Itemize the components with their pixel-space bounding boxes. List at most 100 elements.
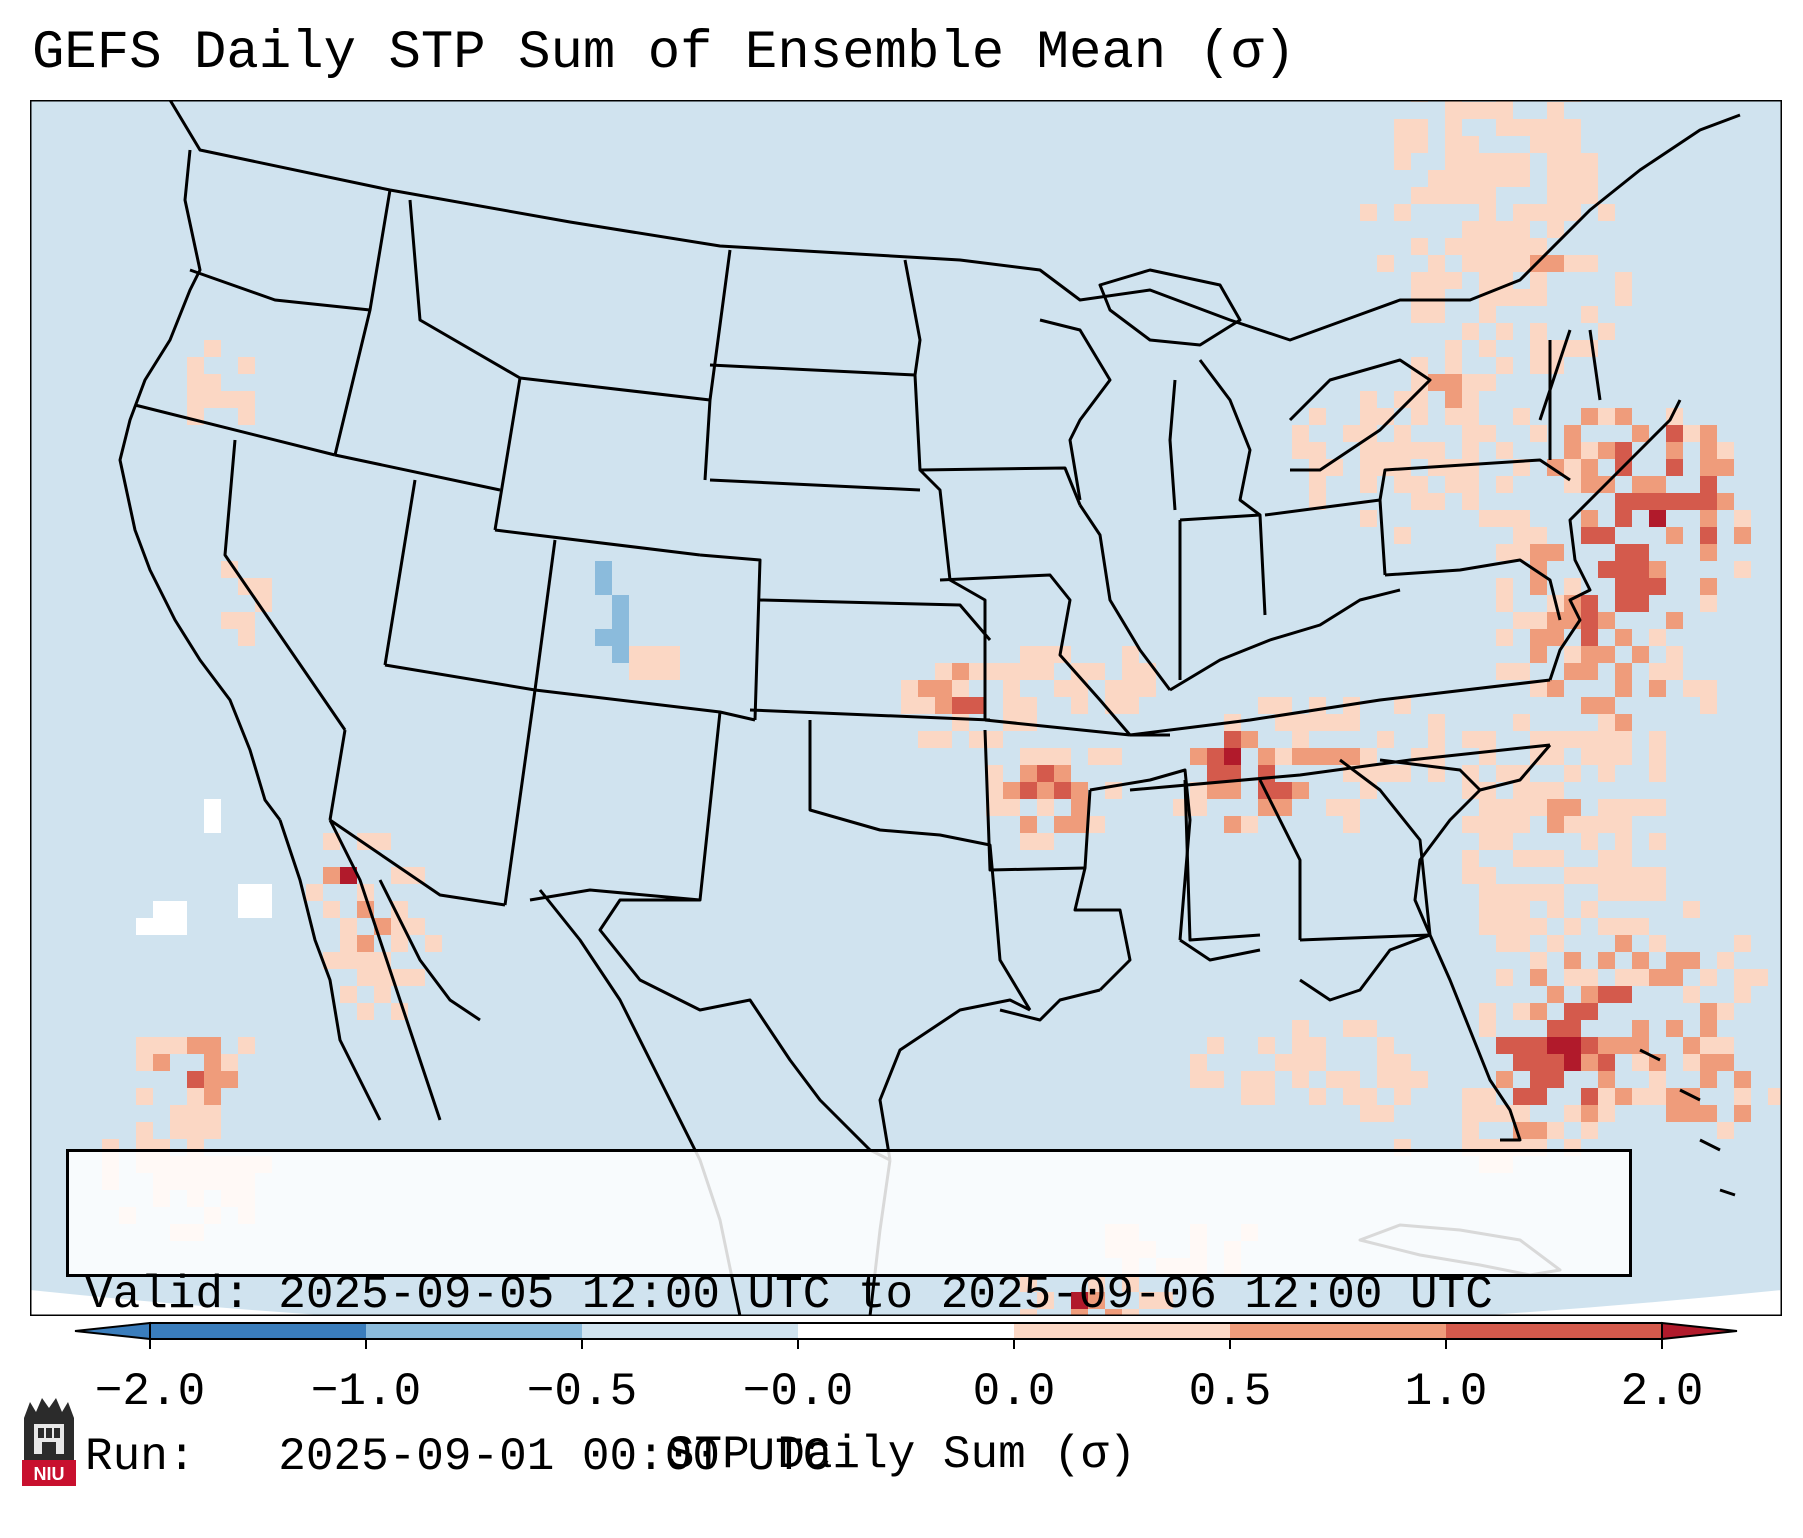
anomaly-cell — [1530, 289, 1547, 306]
anomaly-cell — [1479, 374, 1496, 391]
anomaly-cell — [1683, 493, 1700, 510]
anomaly-cell — [1547, 1071, 1564, 1088]
anomaly-cell — [1428, 170, 1445, 187]
anomaly-cell — [1496, 153, 1513, 170]
anomaly-cell — [1530, 357, 1547, 374]
anomaly-cell — [1564, 340, 1581, 357]
anomaly-cell — [1394, 476, 1411, 493]
anomaly-cell — [595, 561, 612, 578]
anomaly-cell — [1547, 544, 1564, 561]
anomaly-cell — [1751, 969, 1768, 986]
anomaly-cell — [1632, 425, 1649, 442]
anomaly-cell — [1054, 680, 1071, 697]
anomaly-cell — [374, 969, 391, 986]
anomaly-cell — [187, 1037, 204, 1054]
anomaly-cell — [1581, 170, 1598, 187]
anomaly-cell — [1462, 731, 1479, 748]
anomaly-cell — [1496, 799, 1513, 816]
anomaly-cell — [1530, 646, 1547, 663]
anomaly-cell — [1479, 884, 1496, 901]
anomaly-cell — [1632, 1037, 1649, 1054]
anomaly-cell — [1530, 731, 1547, 748]
anomaly-cell — [1649, 663, 1666, 680]
anomaly-cell — [1513, 799, 1530, 816]
anomaly-cell — [1190, 799, 1207, 816]
valid-row: Valid: 2025-09-05 12:00 UTC to 2025-09-0… — [85, 1268, 1629, 1322]
anomaly-cell — [1496, 1037, 1513, 1054]
anomaly-cell — [1445, 476, 1462, 493]
anomaly-cell — [1462, 816, 1479, 833]
anomaly-cell — [1462, 68, 1479, 85]
anomaly-cell — [952, 697, 969, 714]
anomaly-cell — [1581, 340, 1598, 357]
anomaly-cell — [1547, 1037, 1564, 1054]
anomaly-cell — [1462, 136, 1479, 153]
anomaly-cell — [1088, 748, 1105, 765]
anomaly-cell — [153, 1037, 170, 1054]
anomaly-cell — [1445, 170, 1462, 187]
anomaly-cell — [1615, 1088, 1632, 1105]
anomaly-cell — [1530, 612, 1547, 629]
anomaly-cell — [1258, 748, 1275, 765]
anomaly-cell — [1598, 884, 1615, 901]
anomaly-cell — [1632, 884, 1649, 901]
anomaly-cell — [238, 1037, 255, 1054]
anomaly-cell — [1564, 119, 1581, 136]
anomaly-cell — [340, 935, 357, 952]
anomaly-cell — [1530, 119, 1547, 136]
anomaly-cell — [1564, 969, 1581, 986]
anomaly-cell — [1411, 187, 1428, 204]
anomaly-cell — [323, 901, 340, 918]
anomaly-cell — [1615, 680, 1632, 697]
anomaly-cell — [1462, 1088, 1479, 1105]
anomaly-cell — [1462, 238, 1479, 255]
map-figure — [30, 68, 1782, 1349]
colorbar-tick-label: 2.0 — [1620, 1366, 1704, 1418]
anomaly-cell — [1530, 136, 1547, 153]
anomaly-cell — [1581, 1105, 1598, 1122]
anomaly-cell — [1445, 238, 1462, 255]
anomaly-cell — [1598, 714, 1615, 731]
anomaly-cell — [340, 986, 357, 1003]
anomaly-cell — [1513, 1037, 1530, 1054]
anomaly-cell — [1598, 765, 1615, 782]
anomaly-cell — [1632, 918, 1649, 935]
anomaly-cell — [1564, 646, 1581, 663]
anomaly-cell — [1258, 1071, 1275, 1088]
colorbar-tick-label: 1.0 — [1404, 1366, 1488, 1418]
anomaly-cell — [1734, 527, 1751, 544]
anomaly-cell — [1479, 255, 1496, 272]
anomaly-cell — [1547, 816, 1564, 833]
anomaly-cell — [1479, 901, 1496, 918]
anomaly-cell — [1547, 153, 1564, 170]
anomaly-cell — [1394, 527, 1411, 544]
anomaly-cell — [1394, 697, 1411, 714]
anomaly-cell — [1496, 595, 1513, 612]
anomaly-cell — [1037, 646, 1054, 663]
anomaly-cell — [85, 187, 102, 204]
anomaly-cell — [1326, 1071, 1343, 1088]
anomaly-cell — [85, 153, 102, 170]
anomaly-cell — [170, 1105, 187, 1122]
anomaly-cell — [1496, 918, 1513, 935]
anomaly-cell — [391, 935, 408, 952]
anomaly-cell — [969, 697, 986, 714]
anomaly-cell — [1496, 170, 1513, 187]
anomaly-cell — [1428, 714, 1445, 731]
anomaly-cell — [1564, 1020, 1581, 1037]
anomaly-cell — [1530, 1054, 1547, 1071]
anomaly-cell — [1581, 1054, 1598, 1071]
anomaly-cell — [1649, 799, 1666, 816]
anomaly-cell — [1547, 102, 1564, 119]
anomaly-cell — [1530, 969, 1547, 986]
colorbar-title: STP Daily Sum (σ) — [666, 1429, 1137, 1481]
anomaly-cell — [1462, 374, 1479, 391]
anomaly-cell — [408, 969, 425, 986]
anomaly-cell — [1445, 187, 1462, 204]
anomaly-cell — [1326, 748, 1343, 765]
anomaly-cell — [1700, 1020, 1717, 1037]
anomaly-cell — [1020, 1309, 1037, 1316]
anomaly-cell — [1615, 408, 1632, 425]
anomaly-cell — [1326, 799, 1343, 816]
anomaly-cell — [1020, 765, 1037, 782]
